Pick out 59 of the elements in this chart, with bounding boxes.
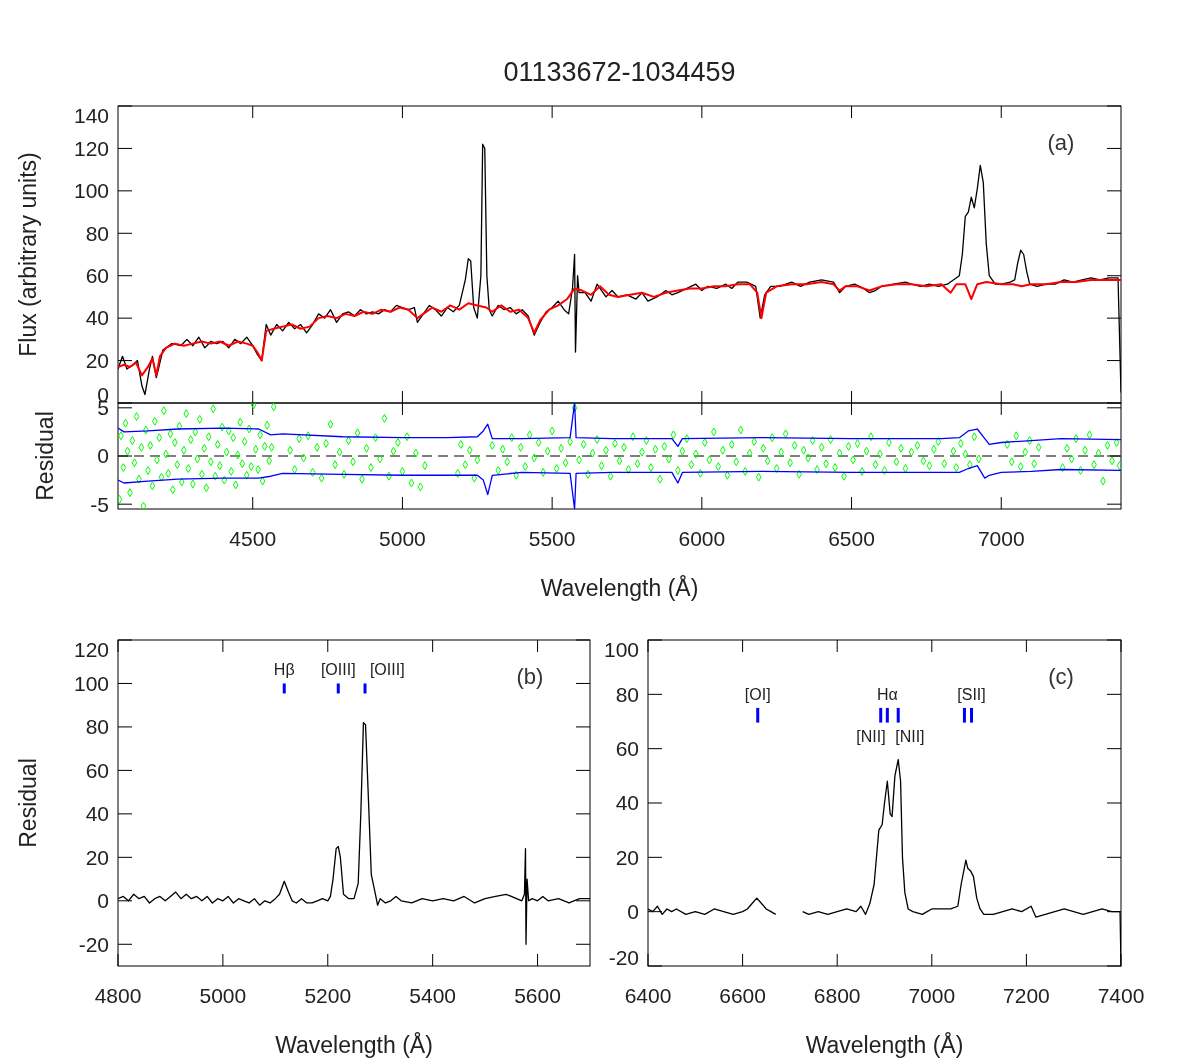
annotation: (a) xyxy=(1047,130,1075,155)
x-tick-label: 6000 xyxy=(678,527,726,550)
annotation: (b) xyxy=(516,664,544,689)
x-tick-label: 5200 xyxy=(304,984,352,1007)
y-tick-label: 40 xyxy=(85,306,109,330)
x-tick-label: 5000 xyxy=(379,527,426,550)
annotation: (c) xyxy=(1048,664,1074,689)
x-tick-label: 7200 xyxy=(1003,984,1050,1007)
x-tick-label: 7000 xyxy=(908,984,956,1007)
x-tick-label: 5500 xyxy=(528,527,576,550)
annotation: Hβ xyxy=(273,661,295,679)
y-tick-label: 120 xyxy=(73,136,109,160)
y-tick-label: 80 xyxy=(85,221,109,245)
chart-title: 01133672-1034459 xyxy=(503,57,736,87)
y-tick-label: 40 xyxy=(615,791,639,815)
annotation: [OI] xyxy=(744,685,771,703)
x-tick-label: 4800 xyxy=(94,984,142,1007)
y-axis-title: Residual xyxy=(32,411,59,501)
y-tick-label: 20 xyxy=(85,845,109,869)
y-tick-label: 100 xyxy=(73,179,109,203)
x-tick-label: 5000 xyxy=(199,984,247,1007)
x-axis-title: Wavelength (Å) xyxy=(275,1031,433,1058)
y-tick-label: 60 xyxy=(85,758,109,782)
y-tick-label: -5 xyxy=(90,492,109,516)
x-tick-label: 6400 xyxy=(624,984,672,1007)
annotation: [OIII] xyxy=(320,661,356,679)
y-tick-label: 60 xyxy=(615,737,639,761)
y-tick-label: 140 xyxy=(73,104,109,128)
y-tick-label: -20 xyxy=(78,932,109,956)
x-tick-label: 6500 xyxy=(828,527,875,550)
y-axis-title: Flux (arbitrary units) xyxy=(15,152,42,357)
y-tick-label: 20 xyxy=(615,845,639,869)
y-tick-label: 0 xyxy=(97,889,109,913)
y-tick-label: 120 xyxy=(73,638,109,662)
annotation: [OIII] xyxy=(369,661,405,679)
y-axis-title: Residual xyxy=(15,758,42,848)
y-tick-label: 0 xyxy=(627,900,639,924)
y-tick-label: 80 xyxy=(85,715,109,739)
x-tick-label: 6800 xyxy=(813,984,861,1007)
x-axis-title: Wavelength (Å) xyxy=(540,574,699,601)
y-tick-label: 40 xyxy=(85,802,109,826)
y-tick-label: 20 xyxy=(85,348,109,372)
x-axis-title: Wavelength (Å) xyxy=(805,1031,964,1058)
x-tick-label: 7400 xyxy=(1097,984,1145,1007)
x-tick-label: 7000 xyxy=(977,527,1025,550)
annotation: [NII] xyxy=(856,727,886,745)
annotation: Hα xyxy=(876,685,898,703)
y-tick-label: 100 xyxy=(603,638,639,662)
y-tick-label: 60 xyxy=(85,264,109,288)
x-tick-label: 4500 xyxy=(229,527,277,550)
y-tick-label: 100 xyxy=(73,671,109,695)
x-tick-label: 6600 xyxy=(719,984,766,1007)
x-tick-label: 5600 xyxy=(514,984,561,1007)
y-tick-label: -20 xyxy=(608,946,639,970)
annotation: [NII] xyxy=(895,727,925,745)
y-tick-label: 0 xyxy=(97,444,109,468)
y-tick-label: 80 xyxy=(615,682,639,706)
annotation: [SII] xyxy=(957,685,986,703)
x-tick-label: 5400 xyxy=(409,984,457,1007)
